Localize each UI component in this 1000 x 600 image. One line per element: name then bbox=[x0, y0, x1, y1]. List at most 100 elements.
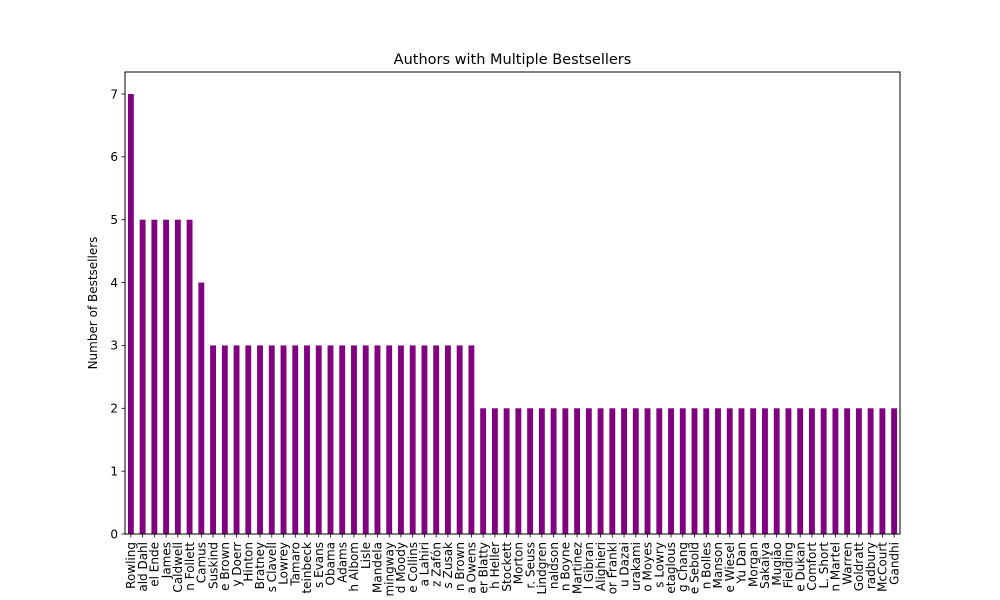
bar bbox=[785, 408, 792, 534]
x-tick-label: urakami bbox=[629, 542, 643, 591]
x-tick-label: Gandhi bbox=[887, 542, 901, 585]
bar bbox=[715, 408, 721, 534]
bar bbox=[691, 408, 698, 534]
bar bbox=[515, 408, 522, 534]
x-tick-label: n Bolles bbox=[699, 542, 713, 589]
bar bbox=[773, 408, 780, 534]
bar bbox=[433, 345, 440, 534]
plot-frame bbox=[124, 71, 901, 535]
bar bbox=[163, 219, 170, 534]
x-tick-label: a Lahiri bbox=[418, 542, 432, 586]
y-tick-label: 4 bbox=[110, 276, 118, 290]
bar bbox=[726, 408, 733, 534]
bar bbox=[386, 345, 393, 534]
y-tick-label: 2 bbox=[110, 402, 118, 416]
y-tick-label: 5 bbox=[110, 213, 118, 227]
bar bbox=[644, 408, 651, 534]
x-tick-label: e Sebold bbox=[688, 542, 702, 594]
bar bbox=[268, 345, 275, 534]
bar bbox=[679, 408, 686, 534]
bars-group bbox=[127, 94, 898, 534]
x-tick-label: Fielding bbox=[782, 542, 796, 588]
x-tick-label: Rowling bbox=[124, 542, 138, 589]
bar bbox=[855, 408, 862, 534]
x-tick-label: Camus bbox=[195, 542, 209, 583]
bar bbox=[151, 219, 158, 534]
x-tick-label: e Wiesel bbox=[723, 542, 737, 592]
x-tick-label: e Brown bbox=[218, 542, 232, 591]
x-tick-label: u Dazai bbox=[617, 542, 631, 587]
x-tick-label: Alighieri bbox=[594, 542, 608, 591]
bar bbox=[891, 408, 898, 534]
x-tick-label: n Follett bbox=[183, 542, 197, 591]
y-tick-label: 0 bbox=[110, 527, 118, 541]
bar bbox=[750, 408, 757, 534]
bar bbox=[315, 345, 322, 534]
bar bbox=[820, 408, 827, 534]
x-tick-label: y Doerr bbox=[230, 542, 244, 587]
bar bbox=[632, 408, 639, 534]
bar bbox=[174, 219, 181, 534]
bar bbox=[139, 219, 146, 534]
x-tick-label: Suskind bbox=[206, 542, 220, 589]
bar bbox=[656, 408, 663, 534]
x-tick-label: Mandela bbox=[371, 542, 385, 593]
bar bbox=[703, 408, 710, 534]
x-tick-label: Obama bbox=[324, 542, 338, 585]
x-tick-label: Tamaro bbox=[288, 542, 302, 587]
bar bbox=[562, 408, 569, 534]
y-axis: 0 1 2 3 4 5 6 7 bbox=[110, 87, 125, 541]
x-tick-label: Yu Dan bbox=[735, 542, 749, 585]
x-tick-label: Mugião bbox=[770, 542, 784, 586]
x-tick-label: Stockett bbox=[500, 542, 514, 592]
bar bbox=[198, 282, 205, 534]
x-tick-label: s Lowry bbox=[652, 542, 666, 588]
x-tick-label: naldson bbox=[547, 542, 561, 589]
x-tick-label: Caldwell bbox=[171, 542, 185, 593]
x-tick-label: Comfort bbox=[805, 542, 819, 591]
bar bbox=[221, 345, 228, 534]
x-tick-label: e Collins bbox=[406, 542, 420, 593]
x-tick-label: el Ende bbox=[148, 542, 162, 587]
bar bbox=[609, 408, 616, 534]
bar bbox=[304, 345, 310, 534]
x-tick-label: Bratney bbox=[253, 542, 267, 589]
bar bbox=[257, 345, 263, 534]
bar bbox=[621, 408, 627, 534]
bar bbox=[867, 408, 874, 534]
x-tick-label: r. Seuss bbox=[523, 542, 537, 589]
x-tick-label: a Owens bbox=[465, 542, 479, 594]
bar bbox=[421, 345, 428, 534]
bar bbox=[245, 345, 252, 534]
bar bbox=[280, 345, 287, 534]
bar bbox=[809, 408, 815, 534]
bar bbox=[550, 408, 557, 534]
x-tick-label: teinbeck bbox=[300, 542, 314, 594]
y-tick-label: 7 bbox=[110, 87, 118, 101]
bar bbox=[292, 345, 299, 534]
bar bbox=[456, 345, 463, 534]
x-tick-label: g Chang bbox=[676, 542, 690, 592]
bar bbox=[668, 408, 674, 534]
x-tick-label: Adams bbox=[335, 542, 349, 583]
bar bbox=[574, 408, 581, 534]
x-tick-label: James bbox=[159, 542, 173, 579]
bar bbox=[444, 345, 451, 534]
bar bbox=[832, 408, 839, 534]
bar bbox=[186, 219, 193, 534]
x-tick-label: Lindgren bbox=[535, 542, 549, 595]
bar bbox=[468, 345, 475, 534]
chart-title: Authors with Multiple Bestsellers bbox=[394, 52, 632, 68]
bar bbox=[409, 345, 416, 534]
bar bbox=[351, 345, 357, 534]
x-tick-label: Lowrey bbox=[277, 542, 291, 585]
x-tick-label: z Zafón bbox=[429, 542, 443, 587]
x-tick-label: e Dukan bbox=[793, 542, 807, 592]
bar bbox=[503, 408, 510, 534]
y-axis-label: Number of Bestsellers bbox=[86, 237, 100, 370]
x-tick-label: n Martel bbox=[829, 542, 843, 591]
x-tick-label: er Blatty bbox=[476, 542, 490, 594]
x-tick-label: s Clavell bbox=[265, 542, 279, 592]
bar bbox=[585, 408, 592, 534]
